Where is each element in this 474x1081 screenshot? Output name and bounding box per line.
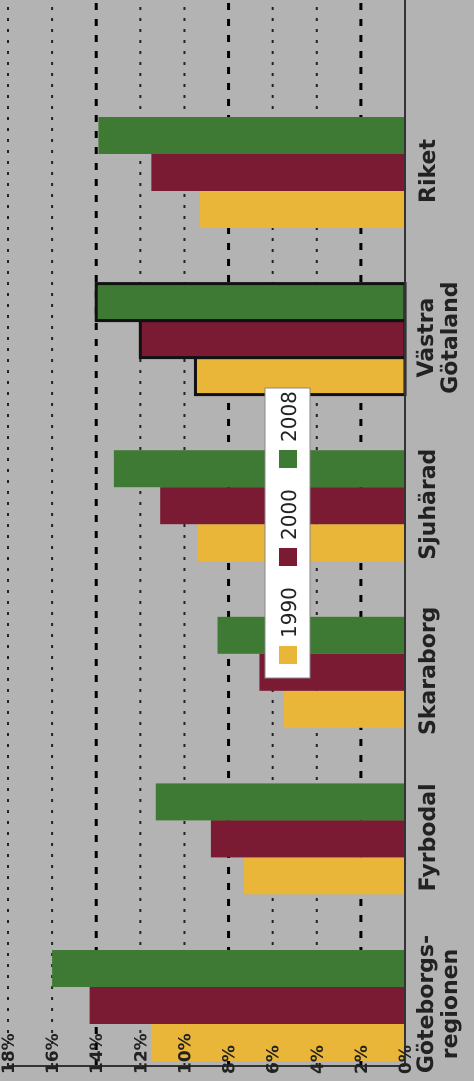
bar-2000: [151, 154, 405, 191]
category-label: Fyrbodal: [416, 783, 441, 891]
category-label: Göteborgs-: [414, 935, 439, 1073]
tick-label: 12%: [131, 1033, 151, 1074]
legend-swatch-2008: [279, 450, 297, 468]
tick-label: 4%: [308, 1045, 328, 1074]
tick-label: 10%: [175, 1033, 195, 1074]
legend-label: 1990: [277, 587, 301, 638]
bar-2000: [89, 987, 405, 1024]
bar-2008: [98, 117, 406, 154]
legend-box: [264, 387, 311, 679]
tick-label: 0%: [396, 1045, 416, 1074]
legend-label: 2008: [277, 391, 301, 442]
category-label: Västra: [414, 298, 439, 378]
bar-1990: [243, 857, 405, 895]
tick-label: 8%: [220, 1045, 240, 1074]
category-label: Skaraborg: [416, 607, 441, 735]
category-label: Riket: [416, 139, 441, 203]
legend-swatch-1990: [279, 646, 297, 664]
tick-label: 16%: [43, 1033, 63, 1074]
bar-2000: [138, 319, 407, 360]
bar-2008: [94, 282, 407, 323]
bar-2000: [210, 820, 405, 858]
category-label: regionen: [438, 949, 463, 1059]
legend-swatch-2000: [279, 548, 297, 566]
bar-1990: [151, 1024, 405, 1061]
axes: [8, 0, 406, 1067]
bar-2008: [155, 783, 405, 821]
legend-label: 2000: [277, 489, 301, 540]
category-label: Sjuhärad: [416, 449, 441, 560]
bar-2008: [113, 450, 405, 488]
tick-label: 6%: [264, 1045, 284, 1074]
legend: 1990 2000 2008: [264, 387, 311, 679]
bar-1990: [283, 690, 406, 728]
category-label: Götaland: [438, 281, 463, 393]
tick-label: 14%: [87, 1033, 107, 1074]
bar-1990: [199, 191, 405, 228]
bars: [52, 117, 407, 1061]
tick-label: 2%: [352, 1045, 372, 1074]
tick-label: 18%: [0, 1033, 19, 1074]
bar-2008: [52, 950, 405, 987]
labels: 0% 2% 4% 6% 8% 10% 12% 14% 16% 18% Göteborgs-regio…: [0, 139, 463, 1074]
bar-2008: [217, 616, 405, 654]
